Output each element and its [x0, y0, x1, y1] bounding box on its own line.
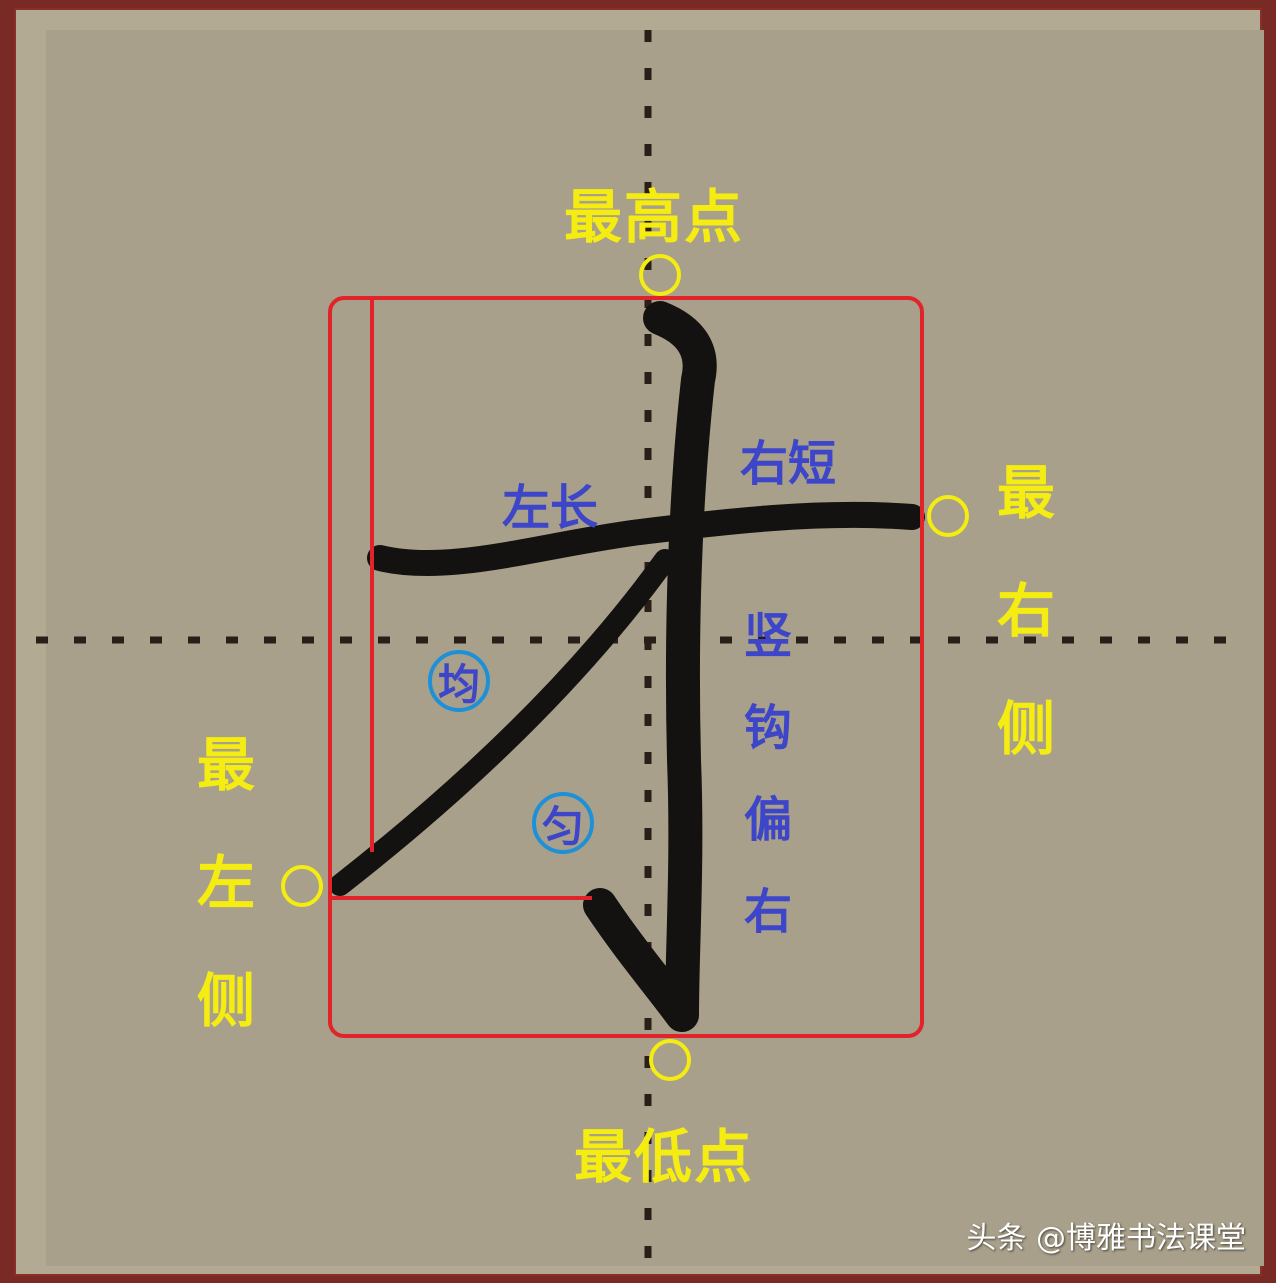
rightmost-label: 最右侧	[996, 459, 1057, 763]
even-circle-1: 均	[428, 650, 490, 712]
rice-paper-square	[14, 8, 1264, 1276]
vertical-hook-label: 竖钩偏右	[743, 608, 792, 940]
stroke-horizontal	[367, 501, 925, 577]
stroke-vertical-hook	[583, 301, 717, 1032]
leftmost-point-marker	[281, 865, 323, 907]
character-mu	[329, 301, 925, 1032]
highest-point-marker	[639, 254, 681, 296]
leftmost-label: 最左侧	[196, 731, 257, 1035]
stroke-left-falling	[329, 549, 676, 896]
even-circle-2: 匀	[532, 792, 594, 854]
paper-inner-area	[46, 30, 1264, 1266]
watermark: 头条 @博雅书法课堂	[966, 1221, 1246, 1256]
bounding-box	[328, 296, 924, 1038]
highest-point-label: 最高点	[564, 183, 745, 251]
rightmost-point-marker	[927, 495, 969, 537]
left-long-label: 左长	[502, 480, 599, 536]
lowest-point-label: 最低点	[574, 1123, 755, 1191]
lowest-point-marker	[649, 1039, 691, 1081]
right-short-label: 右短	[740, 436, 837, 492]
